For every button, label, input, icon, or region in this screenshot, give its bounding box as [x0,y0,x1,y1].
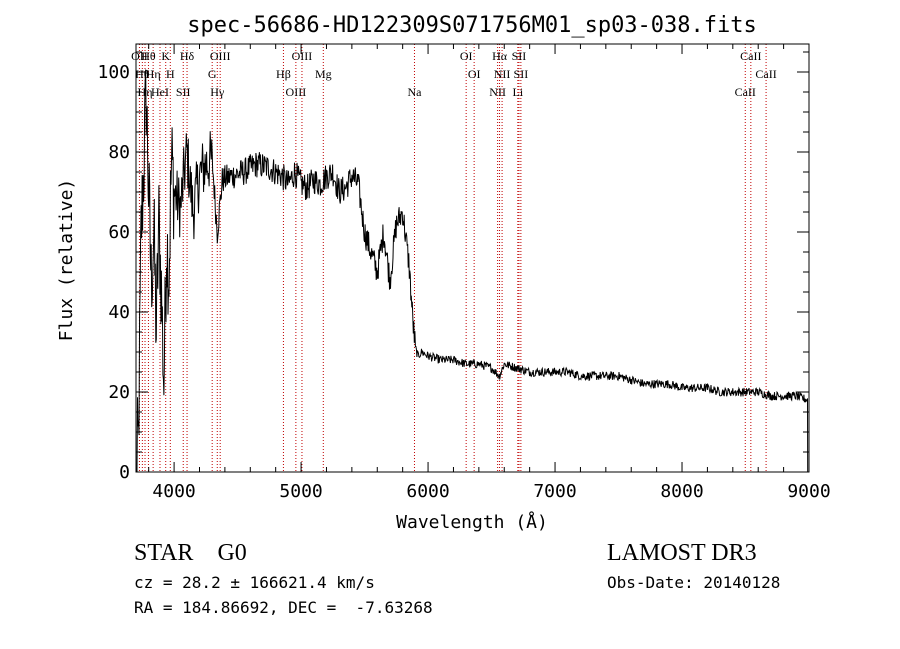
line-label: CaII [755,67,776,81]
y-tick-label: 0 [119,462,130,483]
x-axis-ticks: 4000 5000 6000 7000 8000 9000 [148,44,831,502]
line-label: SII [176,85,191,99]
class-row: STAR G0 [134,540,433,567]
line-label: CaII [735,85,756,99]
x-tick-label: 4000 [152,481,195,502]
y-tick-label: 100 [97,62,130,83]
line-label: G [208,67,217,81]
y-tick-label: 80 [108,142,130,163]
line-label: OI [468,67,481,81]
line-label: Hβ [276,67,291,81]
line-label: Hα [492,49,508,63]
y-axis-ticks: 0 20 40 60 80 100 [97,51,809,483]
class-label: STAR [134,540,194,566]
footer-left: STAR G0 cz = 28.2 ± 166621.4 km/s RA = 1… [134,540,433,617]
flux-series-line [136,69,809,473]
line-label: OIII [292,49,313,63]
spectral-line-markers [138,44,767,472]
redshift-text: cz = 28.2 ± 166621.4 km/s [134,573,375,592]
line-label: CaII [740,49,761,63]
line-label: Li [512,85,523,99]
x-tick-label: 5000 [279,481,322,502]
x-axis-label: Wavelength (Å) [396,511,548,533]
subclass-label: G0 [217,540,247,566]
plot-frame [135,43,810,473]
survey-label: LAMOST DR3 [607,540,757,566]
line-label: SII [512,49,527,63]
y-tick-label: 20 [108,382,130,403]
line-label: H [166,67,175,81]
x-tick-label: 6000 [406,481,449,502]
chart-title: spec-56686-HD122309S071756M01_sp03-038.f… [187,13,757,38]
line-label: OI [460,49,473,63]
line-label: OIII [286,85,307,99]
line-label: Hη [146,67,161,81]
line-label: Na [407,85,422,99]
line-label: HeI [151,85,169,99]
line-label: K [161,49,170,63]
line-label: NII [489,85,506,99]
coordinates-text: RA = 184.86692, DEC = -7.63268 [134,598,433,617]
y-tick-label: 60 [108,222,130,243]
x-tick-label: 9000 [787,481,830,502]
y-tick-label: 40 [108,302,130,323]
line-label: NII [494,67,511,81]
line-label: Hδ [180,49,195,63]
spectral-line-labels: OIIHθHηHθHηHeIKHSIIHδGHγOIIIHβOIIIOIIIMg… [131,49,777,99]
x-tick-label: 8000 [660,481,703,502]
line-label: Hθ [141,49,156,63]
line-label: OIII [210,49,231,63]
obs-date-text: Obs-Date: 20140128 [607,573,781,592]
x-tick-label: 7000 [533,481,576,502]
footer-right: LAMOST DR3 Obs-Date: 20140128 [607,540,780,592]
line-label: Hγ [210,85,225,99]
line-label: OII [131,49,148,63]
line-label: SII [514,67,529,81]
y-axis-label: Flux (relative) [56,179,77,342]
line-label: Mg [315,67,332,81]
